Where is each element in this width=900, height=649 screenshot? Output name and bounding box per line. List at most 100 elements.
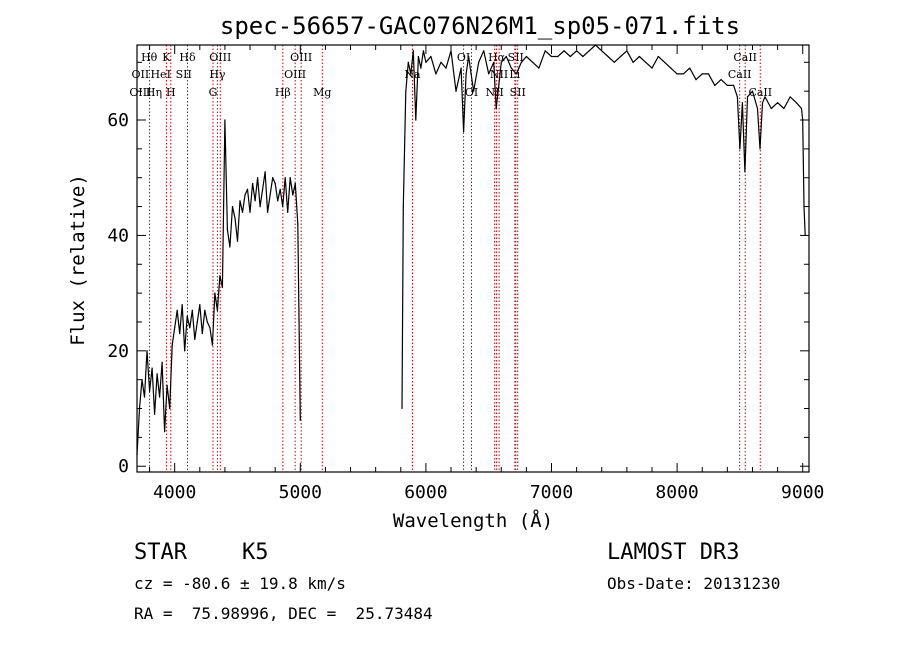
sky-coordinates: RA = 75.98996, DEC = 25.73484 — [134, 604, 433, 623]
spectral-line-label: Hγ — [209, 68, 226, 81]
spectrum-point — [199, 304, 201, 306]
spectrum-point — [401, 407, 403, 410]
spectrum-point — [252, 182, 254, 185]
spectrum-point — [736, 96, 739, 98]
spectral-line-label: OII — [132, 68, 150, 81]
x-tick-label: 7000 — [530, 482, 573, 503]
spectrum-point — [417, 55, 419, 58]
y-axis: 0 20 40 60 — [107, 61, 809, 477]
spectral-line-label: Hβ — [275, 86, 291, 99]
spectrum-point — [294, 182, 296, 185]
spectral-line-label: Li — [509, 68, 520, 81]
spectrum-point — [450, 50, 452, 52]
spectral-line-label: G — [209, 86, 218, 99]
object-class: STAR — [134, 540, 187, 565]
spectrum-point — [795, 102, 798, 104]
spectrum-point — [181, 304, 183, 306]
spectrum-point — [733, 84, 735, 86]
spectrum-point — [299, 419, 301, 421]
spectrum-point — [211, 344, 213, 346]
spectrum-point — [505, 55, 507, 58]
spectrum-point — [267, 211, 269, 213]
spectral-line-label: HeI — [150, 68, 170, 81]
spectrum-point — [770, 107, 772, 110]
spectrum-point — [254, 200, 256, 202]
plot-frame — [136, 44, 810, 473]
spectrum-point — [249, 211, 251, 213]
spectrum-point — [557, 55, 559, 58]
spectrum-point — [174, 327, 176, 329]
spectrum-point — [219, 275, 221, 277]
spectrum-point — [741, 102, 744, 104]
redshift-value: cz = -80.6 ± 19.8 km/s — [134, 574, 346, 593]
spectrum-point — [156, 373, 158, 375]
spectral-line-label: Mg — [313, 86, 331, 99]
spectrum-point — [186, 315, 188, 317]
spectrum-point — [246, 188, 249, 190]
spectrum-point — [410, 73, 412, 75]
spectrum-point — [670, 67, 672, 69]
spectral-line-label: OIII — [129, 86, 151, 99]
spectrum-point — [726, 84, 729, 86]
spectrum-point — [632, 61, 634, 63]
spectrum-point — [563, 50, 565, 52]
spectrum-point — [473, 90, 475, 92]
y-tick-label: 60 — [107, 110, 129, 131]
spectrum-point — [460, 67, 462, 69]
spectrum-point — [607, 55, 609, 58]
spectrum-point — [257, 177, 259, 179]
spectrum-point — [759, 148, 761, 150]
spectrum-point — [209, 327, 211, 329]
spectrum-point — [236, 240, 239, 242]
spectrum-point — [169, 407, 171, 410]
spectrum-point — [274, 182, 276, 185]
spectrum-line — [136, 119, 301, 455]
spectrum-point — [262, 188, 264, 190]
spectrum-point — [196, 321, 198, 323]
spectral-line-label: CaII — [748, 86, 772, 99]
spectrum-point — [701, 73, 703, 75]
spectral-line-label: OIII — [290, 51, 312, 64]
spectrum-point — [626, 50, 628, 52]
spectrum-point — [783, 107, 785, 110]
spectrum-point — [415, 119, 417, 121]
spectrum-point — [269, 194, 271, 196]
spectrum-point — [465, 73, 467, 75]
spectrum-point — [714, 84, 716, 86]
spectrum-series — [136, 44, 806, 456]
spectrum-point — [576, 50, 578, 52]
spectrum-point — [234, 217, 236, 219]
spectrum-point — [149, 390, 151, 392]
x-tick-label: 9000 — [781, 482, 824, 503]
spectrum-point — [613, 61, 615, 63]
spectrum-point — [764, 96, 766, 98]
spectrum-point — [241, 211, 244, 213]
spectral-line-label: CaII — [728, 68, 752, 81]
spectral-line-label: OI — [465, 86, 478, 99]
spectrum-point — [159, 396, 161, 398]
spectral-line-label: OIII — [209, 51, 231, 64]
spectrum-point — [445, 67, 447, 69]
spectrum-point — [259, 206, 261, 208]
spectrum-point — [284, 177, 286, 179]
spectrum-point — [532, 61, 534, 63]
spectrum-point — [525, 55, 528, 58]
spectral-line-label: Hα — [488, 51, 506, 64]
x-tick-label: 6000 — [404, 482, 447, 503]
spectrum-point — [184, 350, 186, 352]
spectrum-point — [189, 327, 191, 329]
spectrum-point — [544, 50, 546, 52]
spectrum-point — [231, 206, 234, 208]
spectrum-point — [569, 55, 571, 58]
spectrum-point — [194, 338, 196, 340]
chart-title: spec-56657-GAC076N26M1_sp05-071.fits — [220, 12, 740, 40]
spectrum-point — [789, 96, 791, 98]
spectrum-point — [277, 200, 279, 202]
spectrum-point — [279, 188, 281, 190]
spectrum-point — [239, 200, 241, 202]
spectrum-point — [407, 61, 409, 63]
spectrum-point — [229, 246, 231, 248]
y-axis-label: Flux (relative) — [67, 174, 89, 346]
spectrum-point — [638, 55, 641, 58]
